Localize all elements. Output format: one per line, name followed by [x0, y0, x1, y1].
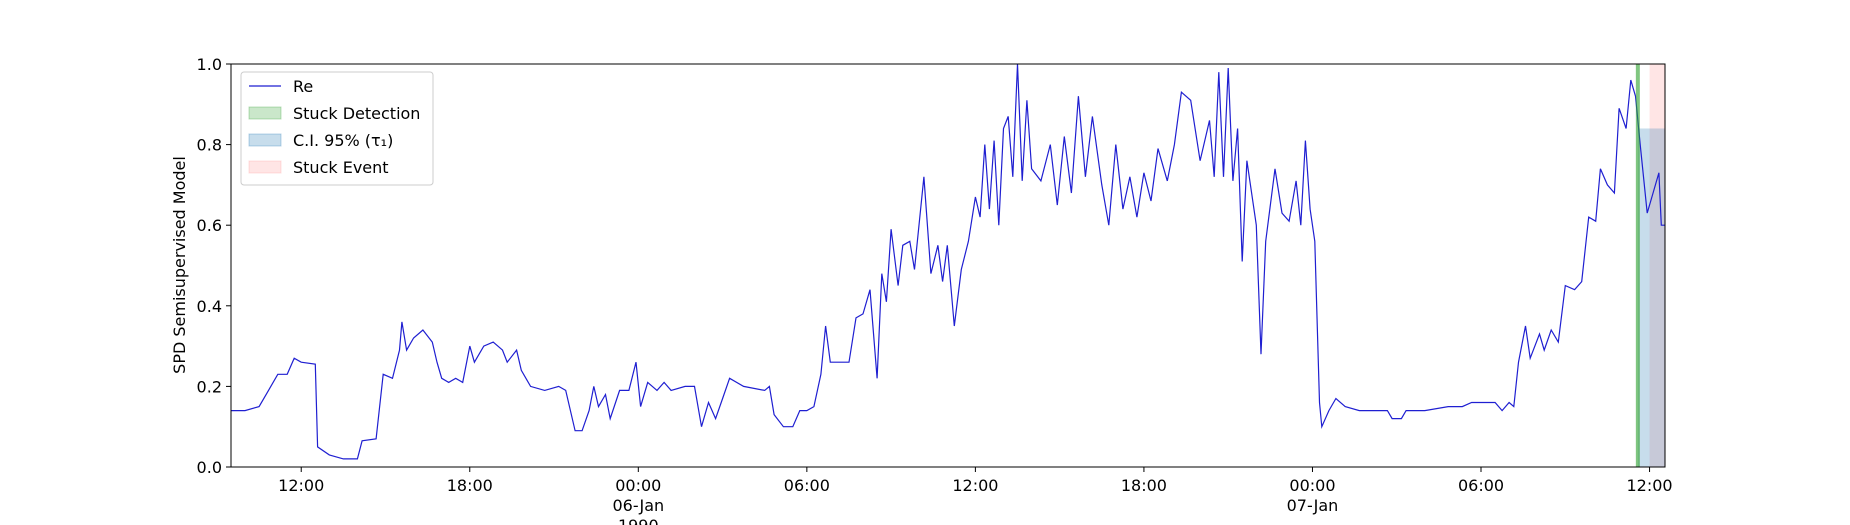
y-tick-label: 0.0	[197, 458, 222, 477]
x-tick-label-line: 06:00	[784, 476, 830, 495]
legend-box	[240, 71, 434, 186]
y-tick-label: 0.2	[197, 377, 222, 396]
legend-patch	[248, 160, 282, 174]
legend-patch	[248, 133, 282, 147]
x-tick-label-line: 06:00	[1458, 476, 1504, 495]
legend-label: Re	[293, 77, 313, 96]
x-tick-label: 06:00	[1458, 476, 1504, 495]
x-tick-label: 18:00	[1121, 476, 1167, 495]
x-tick-label-line: 12:00	[278, 476, 324, 495]
y-axis-label: SPD Semisupervised Model	[170, 156, 189, 374]
series-line	[231, 63, 1665, 460]
x-tick-label: 12:00	[278, 476, 324, 495]
x-tick-label-line: 18:00	[447, 476, 493, 495]
x-tick-label-line: 00:00	[1289, 476, 1335, 495]
stuck-event-span	[1649, 64, 1665, 467]
x-tick-label-line: 1990	[618, 516, 659, 525]
x-tick-label: 12:00	[1626, 476, 1672, 495]
legend-label: C.I. 95% (τ₁)	[293, 131, 393, 150]
legend-patch	[248, 106, 282, 120]
x-tick-label: 00:00 07-Jan	[1287, 476, 1339, 515]
y-tick-label: 0.6	[197, 216, 222, 235]
legend-label: Stuck Event	[293, 158, 389, 177]
x-tick-label-line: 18:00	[1121, 476, 1167, 495]
x-tick-label: 18:00	[447, 476, 493, 495]
plot-frame	[230, 63, 1666, 468]
y-tick-label: 0.4	[197, 297, 222, 316]
x-tick-label-line: 06-Jan	[612, 496, 664, 515]
x-tick-label-line: 12:00	[952, 476, 998, 495]
x-tick-label: 06:00	[784, 476, 830, 495]
y-tick-label: 1.0	[197, 55, 222, 74]
y-tick-label: 0.8	[197, 136, 222, 155]
x-tick-label-line: 07-Jan	[1287, 496, 1339, 515]
legend-label: Stuck Detection	[293, 104, 420, 123]
x-tick-label-line: 12:00	[1626, 476, 1672, 495]
x-tick-label: 12:00	[952, 476, 998, 495]
confidence-interval-span	[1637, 128, 1665, 468]
x-tick-label-line: 00:00	[615, 476, 661, 495]
